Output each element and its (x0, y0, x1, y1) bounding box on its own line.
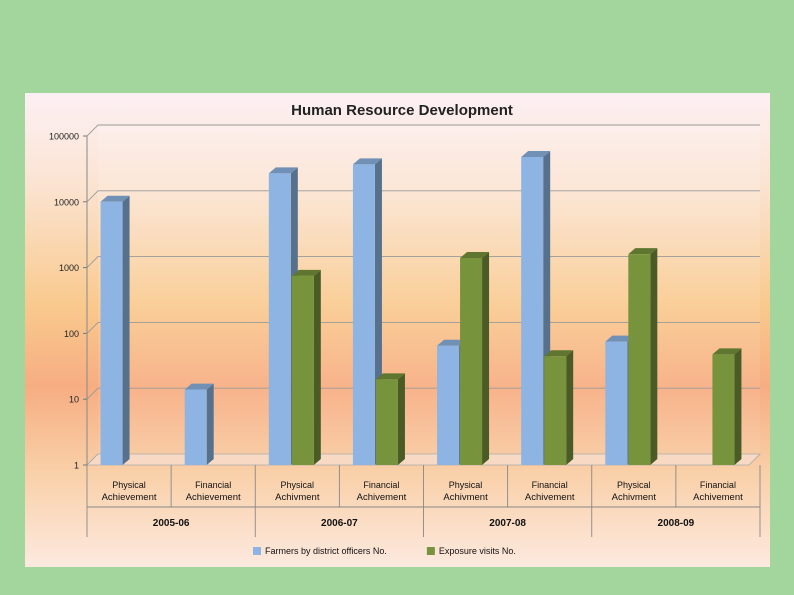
x-tick-label: Achivement (357, 492, 407, 503)
bar-top (521, 150, 551, 157)
group-label: 2006-07 (321, 518, 358, 529)
bar-top (100, 195, 130, 202)
group-label: 2007-08 (489, 518, 526, 529)
bar (712, 348, 742, 465)
bar-front (544, 356, 567, 465)
y-tick-label: 10 (69, 395, 79, 405)
bar (628, 248, 658, 465)
bar-top (291, 269, 321, 276)
bar-front (100, 201, 123, 466)
bar-side (482, 251, 490, 465)
bar (460, 251, 490, 465)
chart-svg: Human Resource Development 1000001000010… (49, 102, 761, 556)
group-label: 2005-06 (153, 518, 190, 529)
bar (544, 350, 574, 465)
legend-label: Farmers by district officers No. (265, 546, 387, 556)
legend-label: Exposure visits No. (439, 546, 516, 556)
bar (184, 383, 214, 465)
bar-top (184, 383, 214, 390)
bar-front (628, 254, 651, 465)
bar-top (460, 251, 490, 258)
x-tick-label: Financial (363, 480, 399, 490)
x-tick-label: Achivement (525, 492, 575, 503)
bar (100, 195, 130, 466)
x-tick-label: Achivment (275, 492, 320, 503)
bar-top (352, 158, 382, 165)
x-tick-label: Achivment (443, 492, 488, 503)
bar (291, 269, 321, 465)
plot-area: 100000 10000 1000 100 10 1 Physical Achievement… (49, 124, 761, 537)
bar-front (521, 156, 544, 465)
bar-top (544, 350, 574, 357)
gridline (86, 124, 760, 137)
x-tick-label: Achievement (186, 492, 241, 503)
chart-panel: Human Resource Development 100000 10000 10… (25, 93, 770, 567)
x-tick-label: Physical (617, 480, 651, 490)
bar-top (712, 348, 742, 355)
x-tick-label: Achivement (693, 492, 743, 503)
y-tick-label: 10000 (54, 197, 79, 207)
chart-title: Human Resource Development (291, 102, 513, 119)
bar-side (313, 269, 321, 465)
bar-top (628, 248, 658, 255)
bar-top (268, 167, 298, 174)
x-tick-label: Achievement (102, 492, 157, 503)
x-tick-label: Physical (281, 480, 315, 490)
bar-side (397, 373, 405, 465)
bar-front (375, 379, 398, 465)
bar-side (734, 348, 742, 465)
bar-front (184, 389, 207, 465)
bar-top (375, 373, 405, 380)
x-tick-label: Financial (532, 480, 568, 490)
x-tick-label: Achivment (612, 492, 657, 503)
legend: Farmers by district officers No. Exposure… (253, 546, 516, 556)
legend-swatch (253, 547, 261, 555)
x-tick-label: Financial (700, 480, 736, 490)
x-tick-label: Physical (112, 480, 146, 490)
bar-top (437, 339, 467, 346)
x-tick-label: Financial (195, 480, 231, 490)
bar-front (437, 345, 460, 465)
bar (375, 373, 405, 465)
bar-side (122, 195, 130, 466)
group-label: 2008-09 (658, 518, 695, 529)
bar-front (460, 257, 483, 465)
bar-front (352, 164, 375, 465)
y-tick-label: 1 (74, 461, 79, 471)
bar-front (291, 275, 314, 465)
bar-front (712, 354, 735, 465)
legend-swatch (426, 547, 435, 555)
y-tick-label: 1000 (59, 263, 79, 273)
bar-front (605, 341, 628, 465)
bar-side (650, 248, 658, 465)
bar-front (268, 173, 291, 465)
bar-side (206, 383, 214, 465)
y-tick-label: 100000 (49, 132, 79, 142)
y-tick-label: 100 (64, 329, 79, 339)
bar-side (566, 350, 574, 465)
bar-top (605, 335, 635, 342)
x-tick-label: Physical (449, 480, 483, 490)
